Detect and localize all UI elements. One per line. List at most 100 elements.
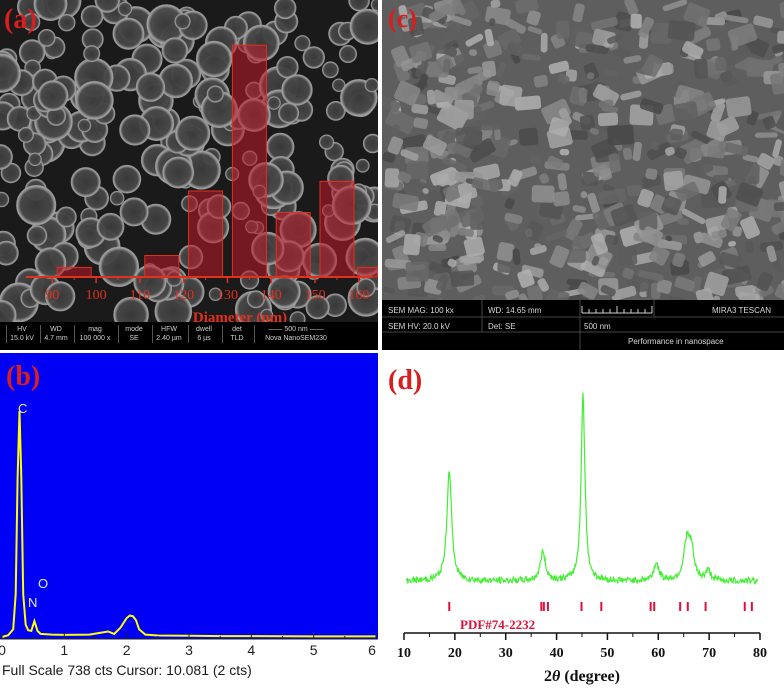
- grain: [486, 80, 500, 96]
- grain: [494, 128, 501, 141]
- grain: [552, 190, 570, 207]
- panel-c-info-bar: SEM MAG: 100 kx WD: 14.65 mm MIRA3 TESCA…: [382, 300, 784, 350]
- sphere: [113, 296, 149, 322]
- grain: [661, 63, 674, 75]
- grain: [657, 239, 683, 251]
- grain: [444, 40, 459, 50]
- grain: [451, 0, 461, 14]
- grain: [695, 287, 715, 300]
- sem-hv: SEM HV: 20.0 kV: [388, 322, 450, 331]
- grain: [541, 98, 571, 125]
- grain: [717, 229, 726, 238]
- grain: [507, 168, 523, 187]
- sphere: [75, 81, 114, 120]
- sphere: [349, 8, 378, 45]
- grain: [759, 55, 783, 71]
- grain: [439, 230, 451, 241]
- grain: [754, 132, 778, 138]
- grain: [526, 9, 541, 26]
- grain: [587, 72, 595, 80]
- grain: [571, 234, 588, 252]
- histogram-bar: [188, 190, 224, 278]
- histogram-tick-label: 160: [348, 288, 369, 303]
- xrd-tick-label: 30: [499, 646, 513, 661]
- grain: [656, 279, 672, 294]
- sphere: [267, 96, 281, 110]
- grain: [622, 147, 633, 160]
- sphere: [22, 12, 41, 32]
- grain: [467, 66, 483, 75]
- sphere: [246, 290, 265, 309]
- grain: [674, 276, 696, 292]
- grain: [534, 243, 542, 252]
- sphere: [17, 126, 34, 143]
- grain: [770, 70, 784, 95]
- grain: [714, 11, 727, 21]
- grain: [436, 274, 449, 291]
- grain: [646, 141, 672, 161]
- eds-tick-label: 2: [123, 642, 131, 658]
- grain: [590, 17, 618, 31]
- sem-mag: SEM MAG: 100 kx: [388, 306, 454, 315]
- info-cell: —— 500 nm —— Nova NanoSEM230: [254, 325, 337, 343]
- grain: [447, 258, 457, 268]
- grain: [664, 146, 675, 156]
- grain: [514, 95, 542, 111]
- sphere: [45, 281, 76, 312]
- sphere: [96, 212, 125, 241]
- grain: [607, 33, 625, 45]
- grain: [637, 270, 664, 282]
- grain: [600, 284, 616, 297]
- grain: [455, 126, 483, 147]
- grain: [531, 185, 555, 203]
- grain: [382, 151, 396, 163]
- grain: [385, 108, 416, 135]
- grain: [471, 177, 499, 193]
- grain: [742, 154, 759, 163]
- grain: [611, 285, 637, 300]
- grain: [546, 289, 570, 300]
- grain: [639, 98, 664, 115]
- grain: [693, 58, 709, 79]
- grain: [706, 38, 721, 52]
- grain: [393, 80, 421, 106]
- xrd-tick-label: 50: [600, 646, 614, 661]
- info-cell: dwell 6 µs: [188, 325, 219, 343]
- info-cell: WD 4.7 mm: [40, 325, 71, 343]
- grain: [762, 115, 776, 130]
- grain: [766, 245, 777, 262]
- grain: [505, 18, 527, 34]
- xrd-tick-label: 40: [550, 646, 564, 661]
- eds-tick-label: 0: [0, 642, 6, 658]
- sphere: [0, 191, 10, 208]
- grain: [661, 195, 682, 216]
- info-cell-value: 6 µs: [197, 335, 211, 342]
- grain: [422, 213, 450, 237]
- histogram-bar: [144, 255, 180, 278]
- xrd-tick-label: 20: [448, 646, 462, 661]
- grain: [598, 188, 627, 205]
- info-cell-head: HFW: [161, 326, 177, 333]
- grain: [579, 114, 596, 131]
- grain: [422, 188, 429, 194]
- info-cell: HFW 2.40 µm: [152, 325, 185, 343]
- grain: [774, 283, 784, 300]
- grain: [630, 13, 642, 29]
- sphere: [37, 29, 56, 47]
- sphere: [26, 225, 48, 246]
- grain: [452, 43, 459, 49]
- grain: [496, 62, 506, 78]
- info-cell: det TLD: [222, 325, 251, 343]
- grain: [725, 96, 752, 118]
- grain: [463, 236, 485, 258]
- grain: [504, 198, 515, 210]
- grain: [400, 149, 419, 161]
- grain: [691, 130, 710, 144]
- grain: [684, 191, 700, 213]
- sphere: [119, 114, 151, 146]
- panel-b-label: (b): [6, 361, 41, 392]
- sphere: [364, 78, 378, 93]
- sem-scale-label: 500 nm: [584, 322, 611, 331]
- grain: [455, 74, 483, 96]
- grain: [499, 84, 523, 108]
